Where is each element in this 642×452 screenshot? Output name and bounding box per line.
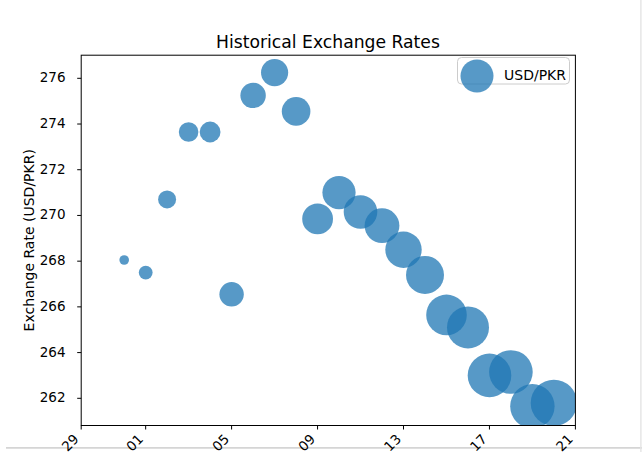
bubble-chart: 262 264 266 268 270 272 274 276 29 01 05 09 13 17 21 H… bbox=[0, 0, 642, 452]
bubble-point bbox=[261, 59, 288, 86]
bubble-point bbox=[119, 255, 129, 265]
x-tick-label: 01 bbox=[123, 431, 146, 452]
bubble-point bbox=[139, 266, 153, 280]
legend-marker-icon bbox=[461, 60, 494, 93]
y-axis-label: Exchange Rate (USD/PKR) bbox=[21, 149, 37, 331]
y-tick-label: 264 bbox=[40, 344, 66, 360]
x-tick-label: 17 bbox=[467, 431, 490, 452]
y-tick-label: 272 bbox=[40, 161, 66, 177]
x-tick-label: 29 bbox=[58, 431, 81, 452]
bubble-point bbox=[240, 83, 265, 108]
chart-title: Historical Exchange Rates bbox=[216, 32, 440, 52]
y-tick-label: 268 bbox=[40, 252, 66, 268]
bubble-point bbox=[179, 122, 199, 142]
legend: USD/PKR bbox=[458, 58, 570, 93]
y-tick-label: 262 bbox=[40, 389, 66, 405]
legend-label: USD/PKR bbox=[504, 67, 566, 83]
bubble-point bbox=[158, 190, 176, 208]
y-tick-label: 266 bbox=[40, 298, 66, 314]
x-tick-label: 05 bbox=[209, 431, 232, 452]
bubble-point bbox=[447, 306, 489, 348]
x-tick-label: 09 bbox=[295, 431, 318, 452]
x-tick-label: 21 bbox=[553, 431, 576, 452]
y-tick-label: 270 bbox=[40, 206, 66, 222]
y-tick-label: 276 bbox=[40, 69, 66, 85]
window-right-edge bbox=[640, 0, 641, 452]
bubble-point bbox=[531, 380, 577, 426]
bubble-point bbox=[200, 122, 221, 143]
bubble-point bbox=[282, 97, 311, 126]
bubble-point bbox=[302, 204, 333, 235]
x-tick-label: 13 bbox=[381, 431, 404, 452]
bubble-point bbox=[219, 282, 243, 306]
y-tick-label: 274 bbox=[40, 115, 66, 131]
figure-window: 262 264 266 268 270 272 274 276 29 01 05 09 13 17 21 H… bbox=[0, 0, 642, 452]
bubble-series bbox=[119, 59, 577, 428]
bubble-point bbox=[406, 256, 444, 294]
window-bottom-edge bbox=[6, 447, 642, 448]
